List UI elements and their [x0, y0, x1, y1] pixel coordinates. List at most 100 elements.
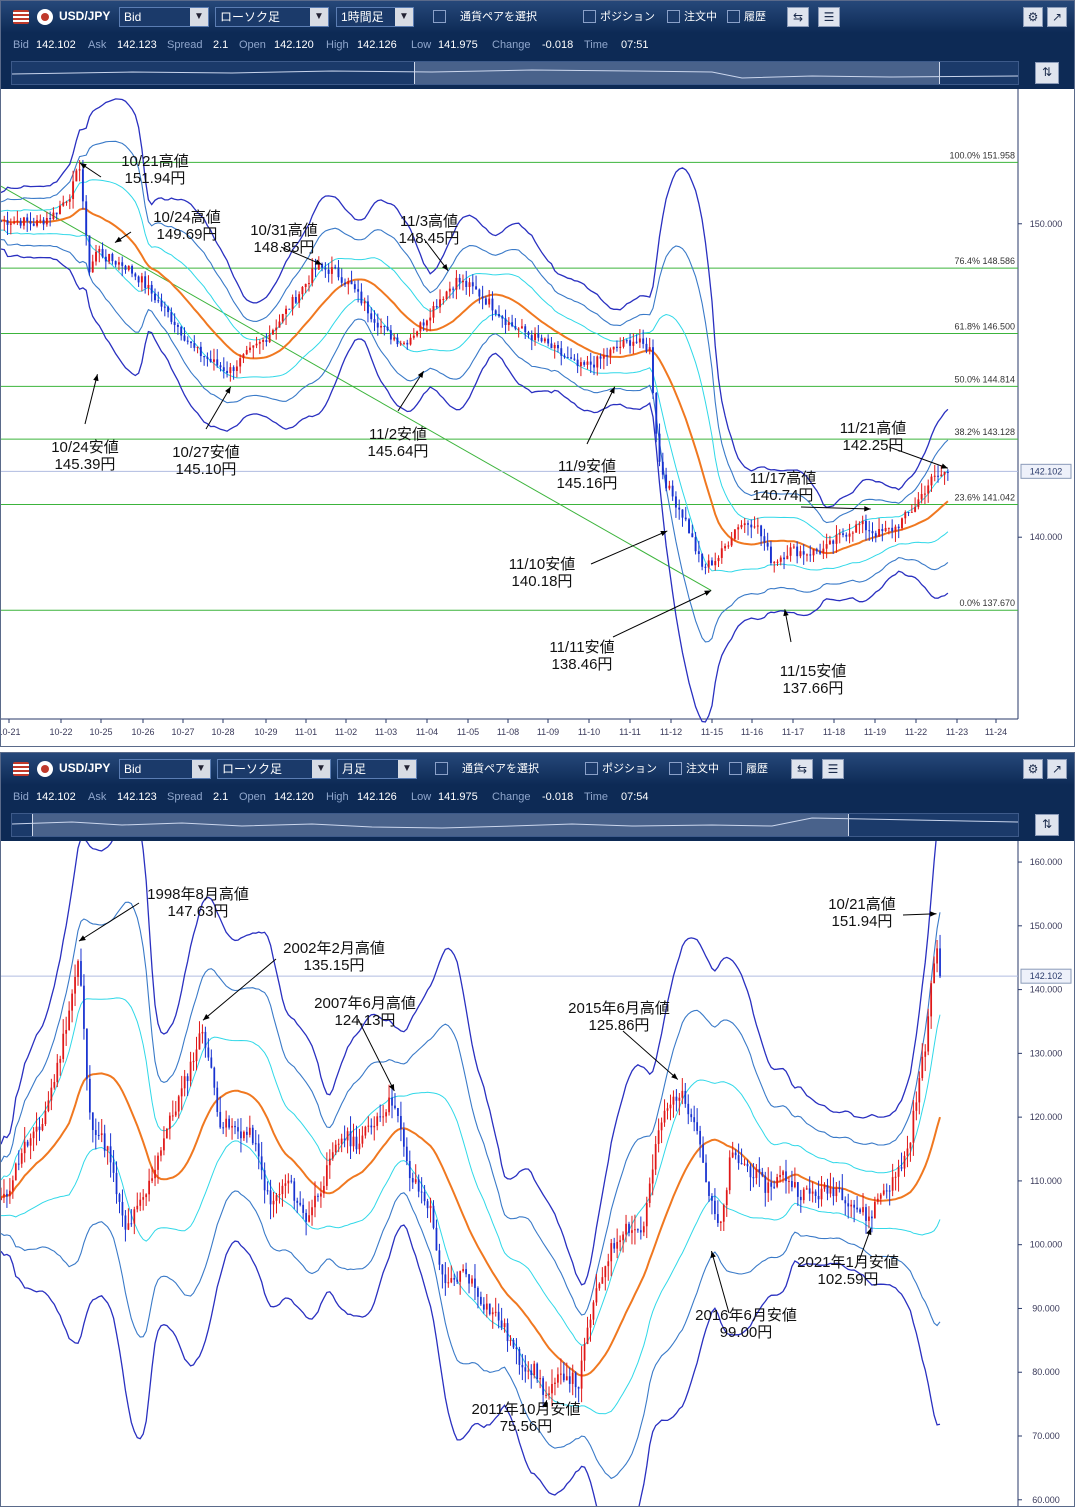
- price-type-select[interactable]: Bid ▼: [119, 759, 211, 779]
- spread-label: Spread: [167, 791, 203, 803]
- candle: [444, 1274, 447, 1284]
- candle: [666, 1108, 669, 1111]
- chart-type-select[interactable]: ローソク足 ▼: [217, 759, 331, 779]
- candle: [272, 1200, 275, 1205]
- select-pair-toggle[interactable]: 通貨ペアを選択: [435, 759, 565, 779]
- candle: [111, 253, 114, 262]
- candle: [77, 961, 79, 977]
- pair-label[interactable]: USD/JPY: [59, 761, 111, 775]
- settings-button[interactable]: ⚙: [1023, 759, 1043, 779]
- checkbox-icon: [667, 10, 680, 24]
- fibonacci-label: 38.2% 143.128: [954, 427, 1015, 437]
- candle: [714, 561, 717, 566]
- pair-label[interactable]: USD/JPY: [59, 9, 111, 23]
- candle: [239, 358, 242, 367]
- list-view-button[interactable]: ☰: [822, 759, 844, 779]
- annotation-label: 11/9安値: [558, 458, 616, 475]
- candle: [498, 314, 500, 317]
- candle: [616, 1241, 619, 1249]
- fit-chart-button[interactable]: ⇅: [1035, 814, 1059, 836]
- candle: [628, 1223, 630, 1233]
- popout-button[interactable]: ↗: [1047, 759, 1067, 779]
- candle: [6, 219, 9, 225]
- price-type-select[interactable]: Bid ▼: [119, 7, 209, 27]
- navigator-track[interactable]: [11, 61, 1019, 85]
- list-view-button[interactable]: ☰: [818, 7, 840, 27]
- candle: [907, 512, 910, 514]
- candle: [439, 299, 441, 308]
- candle: [45, 218, 48, 225]
- position-label: ポジション: [600, 11, 655, 23]
- candle: [838, 533, 841, 535]
- candle: [719, 1221, 722, 1223]
- order-toggle[interactable]: 注文中: [667, 7, 723, 27]
- candle: [299, 1202, 302, 1205]
- candle: [589, 1319, 592, 1328]
- hourly-candlestick-chart[interactable]: 100.0% 151.958 76.4% 148.586 61.8% 146.500…: [1, 89, 1074, 746]
- history-toggle[interactable]: 履歴: [729, 759, 779, 779]
- settings-button[interactable]: ⚙: [1023, 7, 1043, 27]
- candle: [291, 297, 294, 310]
- fit-chart-button[interactable]: ⇅: [1035, 62, 1059, 84]
- popout-button[interactable]: ↗: [1047, 7, 1067, 27]
- candle: [317, 263, 320, 270]
- x-tick-label: 10-27: [171, 727, 194, 737]
- chart-tool-button[interactable]: ⇆: [791, 759, 813, 779]
- candle: [940, 474, 943, 477]
- candle: [661, 461, 664, 475]
- chart-type-select[interactable]: ローソク足 ▼: [215, 7, 329, 27]
- candle: [166, 1128, 168, 1139]
- candle: [207, 1047, 210, 1058]
- candle: [251, 1127, 254, 1144]
- candle: [625, 1223, 627, 1235]
- candle: [681, 509, 684, 518]
- candle: [593, 364, 595, 368]
- navigator-track[interactable]: [11, 813, 1019, 837]
- monthly-candlestick-chart[interactable]: 60.000 70.000 80.000 90.000 100.000 110.000 12…: [1, 841, 1074, 1506]
- navigator-window[interactable]: [32, 814, 849, 836]
- candle: [927, 485, 930, 494]
- candle: [693, 1117, 696, 1123]
- candle: [537, 333, 540, 338]
- ask-label: Ask: [88, 39, 107, 51]
- history-toggle[interactable]: 履歴: [727, 7, 777, 27]
- candle: [121, 1201, 124, 1216]
- candle: [484, 298, 487, 305]
- x-tick-label: 11-24: [985, 727, 1007, 737]
- candle: [229, 367, 232, 373]
- candle: [114, 261, 117, 265]
- candle: [127, 1223, 130, 1230]
- order-toggle[interactable]: 注文中: [669, 759, 725, 779]
- candle: [260, 1156, 263, 1171]
- candle: [543, 338, 546, 342]
- candle: [452, 288, 455, 290]
- candle: [14, 1163, 17, 1181]
- candle: [86, 1028, 88, 1079]
- candle: [669, 1104, 672, 1109]
- candle: [190, 341, 192, 344]
- annotation-label: 2002年2月高値: [283, 940, 385, 957]
- candle: [606, 355, 609, 357]
- candle: [678, 507, 681, 510]
- chart-tool-button[interactable]: ⇆: [787, 7, 809, 27]
- chart-tool-icon: ⇆: [792, 10, 804, 24]
- candle: [177, 1096, 180, 1112]
- candle: [517, 328, 520, 330]
- candle: [266, 1190, 269, 1192]
- annotation-arrow: [423, 238, 449, 272]
- candle: [426, 1201, 429, 1209]
- timeframe-select[interactable]: 1時間足 ▼: [336, 7, 414, 27]
- position-toggle[interactable]: ポジション: [583, 7, 663, 27]
- candle: [275, 1195, 278, 1201]
- bid-label: Bid: [13, 39, 29, 51]
- candle: [579, 362, 582, 367]
- candle: [471, 282, 474, 287]
- candle: [308, 1215, 310, 1222]
- chart-panel-hourly: USD/JPY Bid ▼ ローソク足 ▼ 1時間足 ▼ 通貨ペアを選択 ポジション …: [0, 0, 1075, 747]
- select-pair-toggle[interactable]: 通貨ペアを選択: [433, 7, 563, 27]
- candle: [612, 346, 615, 350]
- timeframe-select[interactable]: 月足 ▼: [337, 759, 417, 779]
- candle: [912, 1110, 915, 1143]
- position-toggle[interactable]: ポジション: [585, 759, 665, 779]
- navigator-window[interactable]: [414, 62, 940, 84]
